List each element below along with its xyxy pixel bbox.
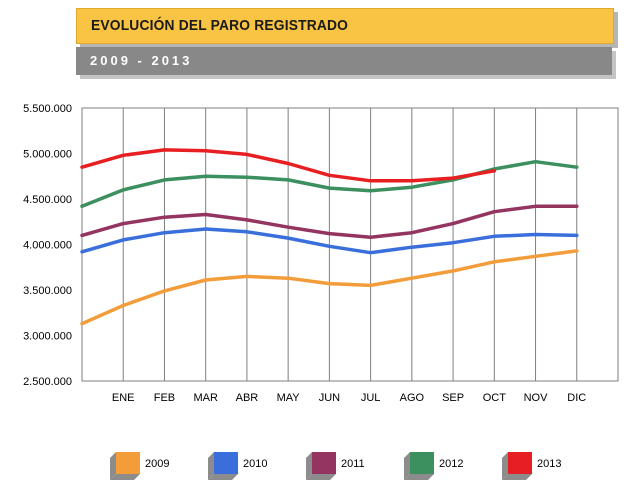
x-tick-label: FEB [154, 392, 175, 404]
y-tick-label: 4.500.000 [23, 194, 72, 206]
legend-swatch-shadow [306, 474, 336, 480]
legend-label-2013: 2013 [537, 458, 561, 470]
series-line-2009 [80, 249, 579, 326]
legend-label-2009: 2009 [145, 458, 169, 470]
x-tick-label: JUL [361, 392, 381, 404]
legend-swatch-shadow [110, 452, 116, 480]
x-tick-label: MAR [193, 392, 218, 404]
x-tick-label: JUN [319, 392, 340, 404]
x-tick-label: ABR [236, 392, 259, 404]
series-line-2010 [80, 227, 579, 255]
legend-swatch-2012 [410, 452, 434, 474]
y-tick-label: 4.000.000 [23, 240, 72, 252]
title-banner: EVOLUCIÓN DEL PARO REGISTRADO [76, 8, 614, 44]
x-tick-label: OCT [483, 392, 507, 404]
legend-label-2012: 2012 [439, 458, 463, 470]
legend-swatch-shadow [110, 474, 140, 480]
series-line-2011 [80, 204, 579, 239]
y-tick-label: 5.000.000 [23, 149, 72, 161]
x-tick-label: NOV [524, 392, 549, 404]
chart-title: EVOLUCIÓN DEL PARO REGISTRADO [91, 17, 349, 34]
series-line-2013 [80, 148, 497, 183]
legend-label-2010: 2010 [243, 458, 267, 470]
x-tick-label: MAY [277, 392, 301, 404]
legend-swatch-2010 [214, 452, 238, 474]
legend-swatch-2009 [116, 452, 140, 474]
legend-swatch-shadow [208, 452, 214, 480]
x-tick-label: ENE [112, 392, 135, 404]
legend-swatch-shadow [404, 452, 410, 480]
x-tick-label: DIC [567, 392, 586, 404]
legend-swatch-shadow [404, 474, 434, 480]
plot-area [81, 107, 619, 382]
y-tick-label: 2.500.000 [23, 376, 72, 388]
legend-swatch-shadow [502, 474, 532, 480]
subtitle-banner: 2009 - 2013 [76, 47, 612, 75]
legend-swatch-shadow [208, 474, 238, 480]
legend-swatch-shadow [306, 452, 312, 480]
legend-swatch-2011 [312, 452, 336, 474]
y-tick-label: 3.000.000 [23, 331, 72, 343]
legend-label-2011: 2011 [341, 458, 365, 470]
y-tick-label: 5.500.000 [23, 103, 72, 115]
legend-swatch-2013 [508, 452, 532, 474]
chart-subtitle: 2009 - 2013 [90, 53, 193, 68]
x-tick-label: SEP [442, 392, 464, 404]
x-tick-label: AGO [400, 392, 425, 404]
y-tick-label: 3.500.000 [23, 285, 72, 297]
series-line-2012 [80, 159, 579, 209]
legend-swatch-shadow [502, 452, 508, 480]
